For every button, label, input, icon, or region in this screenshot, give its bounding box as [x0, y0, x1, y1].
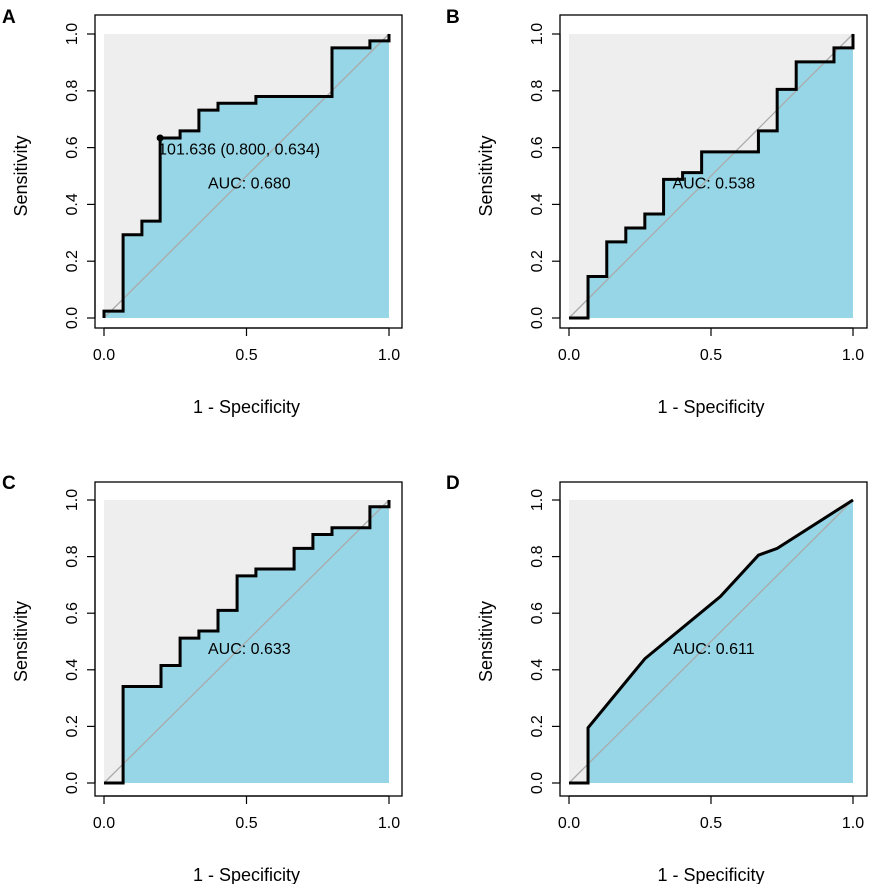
x-axis-title: 1 - Specificity — [193, 865, 300, 884]
y-tick-label: 0.2 — [529, 715, 546, 737]
x-tick-label: 0.0 — [93, 815, 115, 832]
diagonal-reference-line — [103, 499, 390, 784]
roc-curve — [102, 34, 391, 318]
x-axis-title: 1 - Specificity — [657, 397, 764, 417]
y-tick-label: 1.0 — [64, 489, 81, 511]
y-axis-title: Sensitivity — [476, 601, 496, 682]
y-tick-label: 0.6 — [529, 602, 546, 624]
roc-panel-a: 101.636 (0.800, 0.634) AUC: 0.680 0.0 0.5 1.… — [2, 7, 403, 417]
roc-curve — [104, 500, 391, 785]
y-tick-label: 0.0 — [529, 772, 546, 794]
auc-label: AUC: 0.611 — [673, 641, 755, 658]
x-axis-title: 1 - Specificity — [657, 865, 764, 884]
y-tick-label: 0.0 — [64, 772, 81, 794]
y-tick-label: 0.0 — [64, 307, 81, 329]
y-tick-label: 1.0 — [529, 489, 546, 511]
x-tick-label: 1.0 — [378, 347, 400, 364]
roc-panel-b: AUC: 0.538 0.0 0.5 1.0 1 - Specificity 0.0 0.2… — [446, 7, 868, 417]
x-tick-label: 0.0 — [558, 815, 580, 832]
y-tick-label: 0.8 — [64, 80, 81, 102]
y-tick-label: 1.0 — [529, 23, 546, 45]
y-axis-title: Sensitivity — [11, 601, 31, 682]
y-tick-label: 1.0 — [64, 23, 81, 45]
y-tick-label: 0.0 — [529, 307, 546, 329]
y-tick-label: 0.6 — [64, 136, 81, 158]
y-tick-label: 0.8 — [529, 80, 546, 102]
threshold-label: 101.636 (0.800, 0.634) — [158, 142, 320, 159]
x-axis: 0.0 0.5 1.0 1 - Specificity — [93, 795, 400, 884]
x-tick-label: 0.0 — [558, 347, 580, 364]
y-tick-label: 0.2 — [64, 250, 81, 272]
y-axis: 0.0 0.2 0.4 0.6 0.8 1.0 Sensitivity — [11, 489, 96, 794]
y-tick-label: 0.6 — [529, 136, 546, 158]
y-tick-label: 0.4 — [64, 193, 81, 215]
x-axis: 0.0 0.5 1.0 1 - Specificity — [558, 327, 864, 417]
x-axis-title: 1 - Specificity — [193, 397, 300, 417]
y-axis-title: Sensitivity — [11, 135, 31, 216]
y-tick-label: 0.4 — [64, 659, 81, 681]
panel-letter: A — [2, 7, 16, 28]
auc-label: AUC: 0.633 — [208, 641, 291, 658]
x-tick-label: 0.5 — [235, 347, 257, 364]
y-axis: 0.0 0.2 0.4 0.6 0.8 1.0 Sensitivity — [11, 23, 96, 329]
diagonal-reference-line — [568, 33, 854, 319]
y-tick-label: 0.4 — [529, 659, 546, 681]
threshold-point — [156, 134, 164, 142]
y-tick-label: 0.2 — [64, 715, 81, 737]
x-axis: 0.0 0.5 1.0 1 - Specificity — [558, 795, 864, 884]
y-tick-label: 0.8 — [64, 545, 81, 567]
roc-curve — [569, 34, 855, 320]
x-tick-label: 0.5 — [235, 815, 257, 832]
roc-curve — [569, 498, 854, 785]
x-tick-label: 0.5 — [700, 347, 722, 364]
y-tick-label: 0.8 — [529, 545, 546, 567]
panel-letter: C — [2, 473, 16, 494]
y-axis: 0.0 0.2 0.4 0.6 0.8 1.0 Sensitivity — [476, 489, 561, 794]
x-tick-label: 1.0 — [842, 815, 864, 832]
diagonal-reference-line — [103, 33, 390, 319]
auc-label: AUC: 0.680 — [208, 176, 291, 193]
roc-panel-d: AUC: 0.611 0.0 0.5 1.0 1 - Specificity 0.0 0.2… — [446, 473, 868, 884]
x-tick-label: 1.0 — [842, 347, 864, 364]
y-axis-title: Sensitivity — [476, 135, 496, 216]
auc-label: AUC: 0.538 — [672, 176, 755, 193]
roc-panel-c: AUC: 0.633 0.0 0.5 1.0 1 - Specificity 0.0 0.2… — [2, 473, 403, 884]
y-tick-label: 0.4 — [529, 193, 546, 215]
x-tick-label: 1.0 — [378, 815, 400, 832]
x-tick-label: 0.0 — [93, 347, 115, 364]
panel-letter: D — [446, 473, 460, 494]
y-tick-label: 0.6 — [64, 602, 81, 624]
x-axis: 0.0 0.5 1.0 1 - Specificity — [93, 327, 400, 417]
panel-letter: B — [446, 7, 460, 28]
diagonal-reference-line — [568, 499, 854, 784]
x-tick-label: 0.5 — [700, 815, 722, 832]
y-tick-label: 0.2 — [529, 250, 546, 272]
y-axis: 0.0 0.2 0.4 0.6 0.8 1.0 Sensitivity — [476, 23, 561, 329]
